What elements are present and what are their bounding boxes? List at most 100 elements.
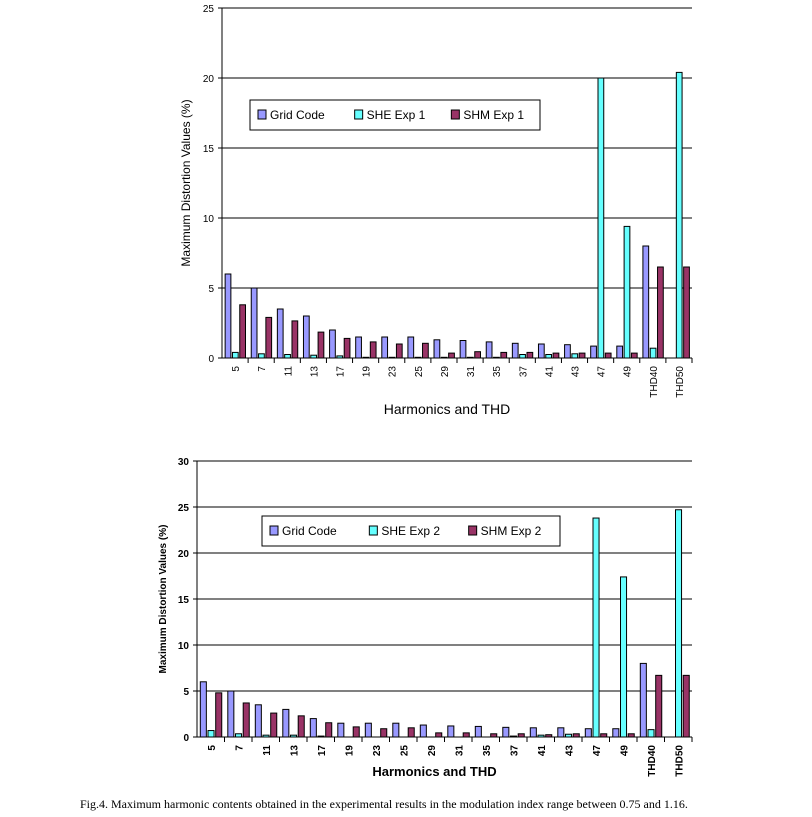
bar-she-exp-1-11 — [284, 354, 291, 359]
x-tick-label: 47 — [592, 745, 603, 757]
bar-she-exp-1-5 — [231, 351, 239, 359]
bar-grid-code-19 — [355, 336, 362, 359]
bar-she-exp-1-7 — [258, 353, 265, 359]
x-axis-title: Harmonics and THD — [384, 401, 511, 417]
y-tick-label: 25 — [178, 503, 190, 514]
y-tick-label: 20 — [178, 549, 190, 560]
bar-grid-code-37 — [511, 342, 519, 359]
bar-grid-code-25 — [392, 722, 400, 738]
x-tick-label: 43 — [571, 366, 582, 378]
x-tick-label: 13 — [289, 745, 300, 757]
bar-shm-exp-1-31 — [474, 351, 481, 359]
bar-grid-code-23 — [364, 722, 372, 738]
x-tick-label: 17 — [336, 366, 347, 378]
x-tick-label: 37 — [518, 366, 529, 378]
bar-grid-code-7 — [227, 690, 235, 738]
y-tick-label: 5 — [208, 284, 214, 295]
bar-shm-exp-1-THD40 — [657, 266, 664, 359]
bar-she-exp-2-5 — [207, 730, 215, 738]
bar-grid-code-43 — [557, 727, 565, 738]
y-tick-label: 5 — [183, 687, 189, 698]
legend-swatch — [269, 525, 279, 536]
bar-shm-exp-1-13 — [317, 331, 325, 359]
bar-grid-code-49 — [616, 345, 624, 359]
x-tick-label: THD50 — [674, 745, 685, 777]
bar-grid-code-THD40 — [642, 245, 650, 359]
bar-she-exp-2-THD40 — [647, 729, 655, 738]
x-tick-label: 43 — [564, 745, 575, 757]
bar-grid-code-35 — [474, 725, 482, 738]
y-tick-label: 30 — [178, 457, 190, 468]
bar-shm-exp-2-THD40 — [655, 674, 663, 738]
bar-shm-exp-1-43 — [578, 352, 586, 359]
bar-shm-exp-2-THD50 — [682, 674, 690, 738]
bar-grid-code-19 — [337, 722, 345, 738]
legend-label: Grid Code — [282, 524, 337, 538]
x-tick-label: 7 — [257, 366, 268, 372]
bar-grid-code-47 — [584, 728, 592, 738]
bar-shm-exp-2-7 — [242, 702, 250, 738]
bar-shm-exp-1-5 — [239, 304, 246, 359]
bar-shm-exp-2-25 — [407, 727, 415, 738]
bar-grid-code-11 — [254, 704, 262, 738]
bar-shm-exp-1-23 — [395, 343, 403, 359]
bar-shm-exp-1-7 — [265, 316, 273, 359]
bar-grid-code-17 — [309, 718, 317, 738]
bar-shm-exp-1-29 — [448, 352, 455, 359]
bar-grid-code-31 — [447, 725, 455, 738]
bar-shm-exp-2-23 — [380, 728, 388, 738]
x-axis-title: Harmonics and THD — [372, 764, 496, 779]
y-tick-label: 20 — [203, 74, 215, 85]
x-tick-label: 25 — [399, 745, 410, 757]
legend-box — [249, 99, 541, 131]
legend-label: Grid Code — [270, 108, 325, 122]
bar-shm-exp-1-47 — [604, 352, 612, 359]
bar-shm-exp-1-25 — [422, 342, 429, 359]
y-tick-label: 0 — [208, 354, 214, 365]
bar-grid-code-29 — [419, 724, 427, 738]
x-tick-label: 11 — [283, 366, 294, 377]
x-tick-label: 23 — [372, 745, 383, 757]
bar-she-exp-1-49 — [623, 225, 631, 359]
x-tick-label: 23 — [388, 366, 399, 378]
legend-label: SHE Exp 1 — [367, 108, 426, 122]
bar-grid-code-5 — [199, 681, 207, 738]
legend-swatch — [368, 525, 378, 536]
y-tick-label: 0 — [183, 733, 189, 744]
bar-grid-code-41 — [529, 727, 537, 738]
legend-label: SHM Exp 1 — [463, 108, 524, 122]
bar-she-exp-1-THD50 — [675, 71, 683, 359]
x-tick-label: 41 — [544, 366, 555, 378]
chart-2: 0 5 10 15 20 25 30 5 7 11 13 17 19 23 25 29 31 35 37 41 43 47… — [158, 457, 693, 779]
legend-swatch — [257, 109, 267, 120]
x-tick-label: 41 — [537, 745, 548, 757]
bar-grid-code-THD40 — [639, 662, 647, 738]
x-tick-label: 49 — [619, 745, 630, 757]
x-tick-label: THD40 — [649, 366, 660, 398]
legend-label: SHM Exp 2 — [481, 524, 542, 538]
figure-caption: Fig.4. Maximum harmonic contents obtaine… — [80, 797, 688, 811]
bar-grid-code-35 — [485, 341, 493, 359]
x-tick-label: 31 — [466, 366, 477, 378]
bar-grid-code-37 — [502, 726, 510, 738]
bar-grid-code-47 — [590, 345, 597, 359]
bar-shm-exp-1-41 — [552, 352, 560, 359]
x-tick-label: 29 — [427, 745, 438, 757]
bar-grid-code-11 — [276, 308, 284, 359]
legend: Grid Code SHE Exp 2 SHM Exp 2 — [261, 515, 561, 547]
x-tick-label: 25 — [414, 366, 425, 378]
bar-shm-exp-1-19 — [369, 341, 377, 359]
bar-grid-code-41 — [537, 343, 545, 359]
bar-shm-exp-2-17 — [325, 722, 333, 738]
bar-shm-exp-2-13 — [297, 715, 305, 738]
bar-she-exp-2-47 — [592, 517, 600, 738]
legend-swatch — [354, 109, 364, 120]
bar-shm-exp-1-THD50 — [683, 266, 690, 359]
x-tick-label: 19 — [344, 745, 355, 757]
bar-shm-exp-2-19 — [352, 726, 360, 738]
bar-grid-code-13 — [302, 315, 310, 359]
bar-shm-exp-1-35 — [500, 351, 508, 359]
y-tick-label: 10 — [178, 641, 190, 652]
bar-she-exp-1-47 — [597, 77, 605, 359]
